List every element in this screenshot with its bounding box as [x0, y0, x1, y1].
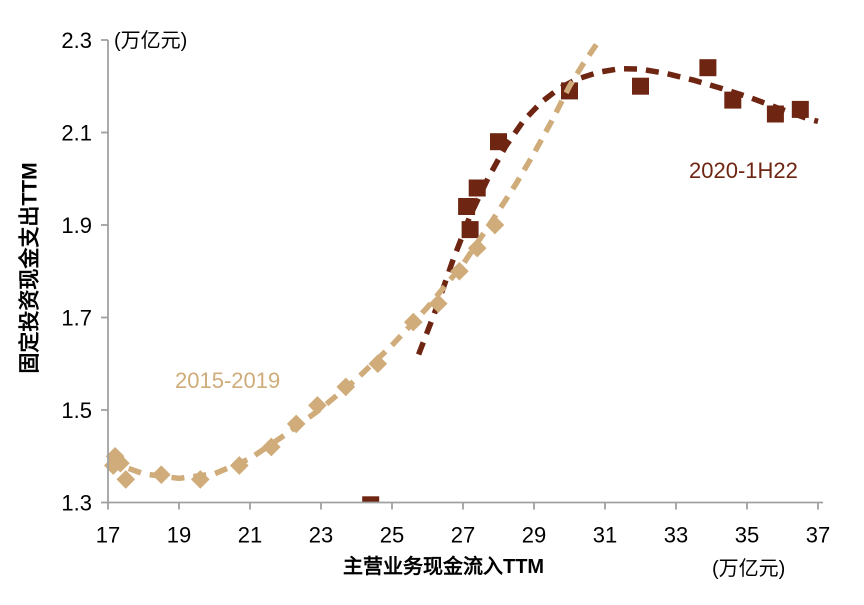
x-tick-label: 25: [380, 523, 404, 548]
series-label-2020-1h22: 2020-1H22: [689, 158, 798, 183]
data-point-square: [468, 179, 486, 197]
trendline-2020-1H22: [416, 65, 819, 356]
data-point-diamond: [403, 312, 423, 332]
x-tick-label: 35: [735, 523, 759, 548]
data-point-diamond: [116, 470, 136, 489]
y-tick-label: 2.1: [61, 121, 92, 146]
x-tick-label: 29: [522, 523, 546, 548]
data-point-diamond: [467, 238, 487, 258]
data-point-square: [699, 59, 717, 77]
data-point-diamond: [485, 215, 505, 235]
y-tick-label: 1.5: [61, 398, 92, 423]
x-tick-label: 37: [806, 523, 830, 548]
data-point-diamond: [368, 354, 388, 374]
y-tick-label: 1.9: [61, 213, 92, 238]
data-point-square: [490, 133, 507, 151]
data-point-square: [362, 496, 380, 503]
x-tick-label: 23: [309, 523, 333, 548]
y-tick-label: 1.3: [61, 491, 92, 516]
x-axis-unit-label: (万亿元): [712, 558, 786, 580]
y-tick-label: 2.3: [61, 28, 92, 53]
data-point-diamond: [286, 414, 306, 434]
data-point-diamond: [190, 470, 210, 489]
x-tick-label: 31: [593, 523, 617, 548]
data-point-square: [632, 77, 649, 95]
trendline-2015-2019: [107, 40, 601, 482]
data-point-diamond: [428, 294, 448, 313]
x-tick-label: 17: [96, 523, 120, 548]
data-point-diamond: [308, 396, 327, 415]
x-tick-label: 27: [451, 523, 475, 548]
x-tick-label: 19: [167, 523, 191, 548]
x-tick-label: 33: [664, 523, 688, 548]
data-point-diamond: [111, 453, 130, 473]
data-point-diamond: [229, 456, 249, 475]
data-point-diamond: [261, 437, 281, 457]
data-point-diamond: [151, 465, 171, 485]
data-point-square: [461, 221, 479, 239]
y-axis-title: 固定投资现金支出TTM: [18, 162, 42, 374]
x-axis-title: 主营业务现金流入TTM: [343, 556, 545, 578]
series-2020-1H22: [362, 59, 819, 503]
data-point-diamond: [450, 261, 469, 281]
y-tick-label: 1.7: [61, 306, 92, 331]
x-tick-label: 21: [238, 523, 262, 548]
data-point-diamond: [336, 377, 356, 397]
series-label-2015-2019: 2015-2019: [175, 368, 281, 393]
data-point-square: [791, 100, 809, 118]
data-point-square: [766, 105, 784, 123]
y-axis-unit-label: (万亿元): [114, 30, 188, 52]
data-point-square: [724, 91, 742, 109]
axes: [101, 39, 823, 510]
series-2015-2019: [103, 40, 601, 489]
data-point-square: [458, 198, 476, 215]
